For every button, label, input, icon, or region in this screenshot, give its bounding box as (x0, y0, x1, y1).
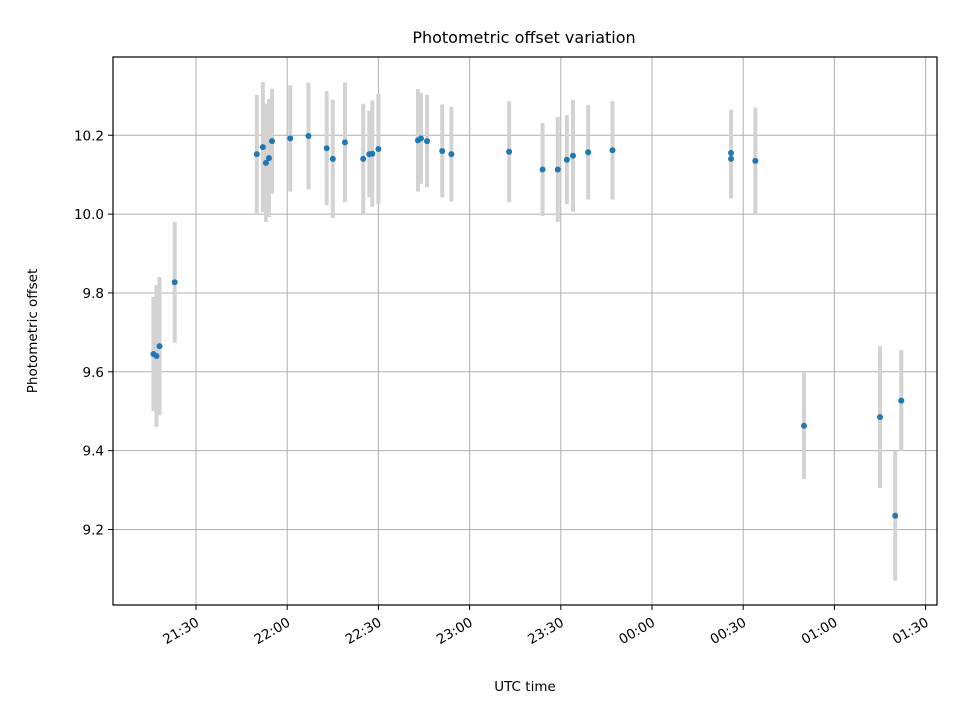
data-point (265, 155, 272, 162)
x-tick-label: 21:30 (160, 615, 202, 648)
x-axis-label: UTC time (494, 679, 556, 695)
x-tick-label: 23:30 (525, 615, 567, 648)
chart-title: Photometric offset variation (412, 28, 635, 47)
y-tick-label: 9.4 (83, 444, 104, 460)
data-point (269, 138, 275, 145)
data-point (539, 166, 546, 173)
grid (113, 57, 937, 605)
data-point (262, 159, 269, 166)
data-point (728, 149, 735, 156)
data-point (448, 151, 455, 158)
data-point (156, 343, 163, 350)
data-point (506, 148, 513, 155)
data-point (153, 353, 160, 360)
data-point (554, 166, 561, 173)
data-point (892, 512, 899, 519)
data-point (253, 151, 260, 158)
data-point (305, 133, 312, 140)
x-axis-ticks: 21:30 22:00 22:30 23:00 23:30 00:00 00:30 01:00… (160, 605, 932, 648)
data-point (563, 156, 570, 163)
data-point (569, 152, 576, 159)
data-point (417, 135, 424, 142)
x-tick-label: 00:30 (708, 615, 750, 648)
data-point (728, 155, 735, 162)
data-point (752, 157, 759, 164)
x-tick-label: 00:00 (616, 615, 658, 648)
data-points (150, 133, 905, 519)
y-tick-label: 10.0 (74, 207, 104, 223)
data-point (439, 148, 446, 155)
data-point (877, 414, 883, 421)
x-tick-label: 22:30 (343, 615, 385, 648)
x-tick-label: 23:00 (434, 615, 476, 648)
x-tick-label: 01:30 (890, 615, 932, 648)
y-tick-label: 10.2 (74, 128, 104, 144)
data-point (375, 146, 382, 153)
data-point (287, 135, 294, 142)
data-point (341, 139, 348, 146)
data-point (609, 147, 616, 154)
data-point (171, 279, 178, 286)
data-point (369, 150, 376, 157)
error-bars (151, 82, 904, 581)
data-point (259, 144, 266, 151)
y-axis-label: Photometric offset (25, 269, 41, 393)
x-tick-label: 22:00 (252, 615, 294, 648)
data-point (329, 155, 336, 162)
data-point (424, 138, 431, 145)
y-tick-label: 9.6 (83, 365, 104, 381)
x-tick-label: 01:00 (799, 615, 841, 648)
data-point (898, 397, 905, 404)
data-point (323, 145, 330, 152)
plot-frame (112, 56, 938, 606)
data-point (801, 422, 807, 429)
data-point (585, 149, 592, 156)
data-point (360, 155, 367, 162)
y-tick-label: 9.2 (83, 523, 104, 539)
y-tick-label: 9.8 (83, 286, 104, 302)
y-axis-ticks: 9.2 9.4 9.6 9.8 10.0 10.2 (74, 128, 113, 539)
